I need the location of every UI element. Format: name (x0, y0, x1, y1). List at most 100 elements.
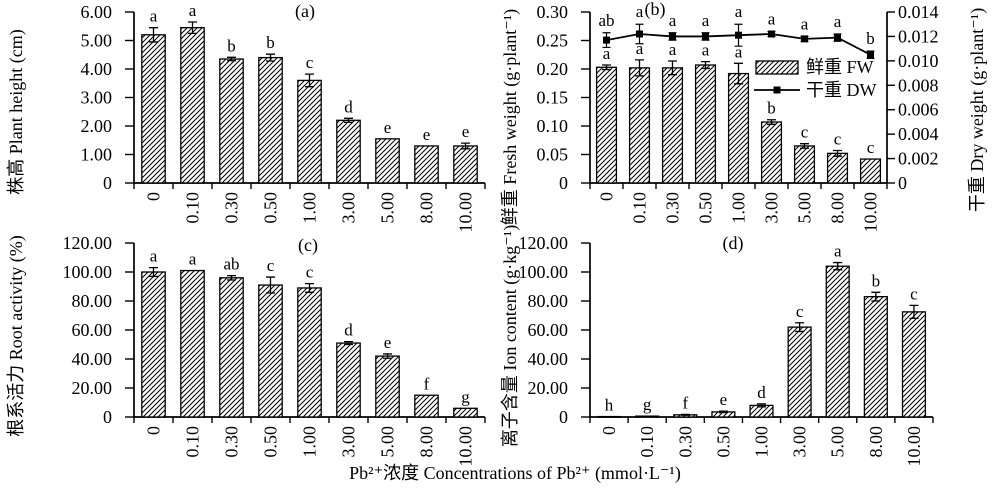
sig-letter: d (344, 97, 353, 116)
sig-letter: e (384, 118, 392, 137)
y-tick-label: 0 (103, 407, 112, 427)
sig-letter: e (423, 125, 431, 144)
sig-letter: b (227, 36, 236, 55)
error-bar (871, 291, 881, 302)
y-axis-label: 鲜重 Fresh weight (g·plant⁻¹) (500, 9, 521, 225)
bar (297, 287, 322, 418)
bar (219, 58, 244, 184)
sig-letter: a (189, 1, 197, 20)
bar (141, 271, 166, 418)
bar (694, 64, 717, 184)
bar (661, 67, 684, 184)
panel-c: 0 20.00 40.00 60.00 80.00 100.00 120.00 0 0.10 0.… (6, 233, 486, 467)
panel-b: 0 0.05 0.10 0.15 0.20 0.25 0.30 0 0.002 0.004 0.00… (500, 0, 988, 233)
sig-letter: a (189, 250, 197, 269)
x-tick-label: 1.00 (300, 192, 320, 224)
y-tick-label: 0.10 (537, 116, 569, 136)
line-marker (636, 30, 643, 38)
x-tick-label: 3.00 (762, 192, 782, 224)
panel-label: (b) (645, 0, 666, 20)
y-tick-label: 40.00 (72, 349, 113, 369)
x-tick-label: 0.10 (630, 192, 650, 224)
x-tick-label: 8.00 (417, 426, 437, 458)
legend-marker (773, 86, 781, 94)
line-marker (735, 31, 742, 39)
y-tick-label-right: 0.008 (898, 75, 939, 95)
right-y-axis-label: 干重 Dry weight (g·plant⁻¹) (967, 8, 988, 212)
error-bar (734, 62, 743, 85)
sig-letter: a (735, 42, 743, 61)
sig-letter: e (720, 390, 728, 409)
x-tick-label: 10.00 (904, 426, 924, 467)
bar (414, 145, 439, 184)
y-tick-label: 120.00 (519, 233, 569, 253)
legend: 鲜重 FW 干重 DW (754, 57, 877, 100)
error-bar (188, 21, 197, 35)
bar (375, 355, 400, 418)
x-tick-label: 0 (144, 426, 164, 435)
sig-letter: c (910, 284, 918, 303)
line-marker (669, 32, 676, 40)
error-bar (635, 59, 644, 77)
x-tick-label: 8.00 (417, 192, 437, 224)
y-tick-label: 3.00 (81, 88, 113, 108)
x-tick-label: 5.00 (828, 426, 848, 458)
bar (628, 67, 651, 184)
y-tick-label: 0.30 (537, 2, 569, 22)
line-marker (801, 35, 808, 43)
panel-d: 0 20.00 40.00 60.00 80.00 100.00 120.00 0 0.10 0.… (500, 225, 934, 467)
bar (336, 342, 361, 418)
sig-letter: e (462, 122, 470, 141)
error-bar (680, 413, 690, 416)
error-bar (909, 304, 919, 320)
y-tick-label-right: 0.004 (898, 124, 939, 144)
line-marker (768, 30, 775, 38)
y-tick-label-right: 0.012 (898, 26, 939, 46)
x-tick-label: 10.00 (861, 192, 881, 233)
bar (596, 415, 622, 418)
sig-letter: c (267, 256, 275, 275)
y-tick-label: 0.25 (537, 31, 569, 51)
y-tick-label: 120.00 (63, 233, 113, 253)
y-tick-label: 60.00 (528, 320, 569, 340)
line-marker (603, 36, 610, 44)
sig-letter: c (867, 138, 875, 157)
x-tick-label: 1.00 (752, 426, 772, 458)
sig-letter: c (306, 263, 314, 282)
sig-letter: a (669, 11, 677, 30)
x-axis-label: Pb²⁺浓度 Concentrations of Pb²⁺ (mmol·L⁻¹) (349, 463, 681, 483)
bar (414, 394, 439, 418)
line-marker (867, 51, 874, 59)
line-marker (702, 32, 709, 40)
error-bar (800, 143, 809, 149)
bar (595, 66, 618, 184)
x-tick-label: 3.00 (339, 192, 359, 224)
y-axis-label: 离子含量 Ion content (g·kg⁻¹) (500, 225, 521, 447)
y-tick-label: 5.00 (81, 31, 113, 51)
y-tick-label: 0 (559, 173, 568, 193)
x-tick-label: 5.00 (378, 192, 398, 224)
sig-letter: c (306, 53, 314, 72)
bar (336, 119, 361, 184)
sig-letter: b (266, 33, 275, 52)
error-bar (767, 119, 776, 125)
error-bar (795, 322, 805, 333)
bar (453, 145, 478, 184)
sig-letter: a (702, 41, 710, 60)
sig-letter: a (669, 40, 677, 59)
bar (787, 326, 812, 418)
x-tick-label: 0.50 (261, 426, 281, 458)
error-bar (461, 142, 470, 150)
sig-letter: a (636, 2, 644, 21)
sig-letter: b (872, 271, 881, 290)
y-tick-label: 0.05 (537, 145, 569, 165)
x-tick-label: 0 (144, 192, 164, 201)
x-tick-label: 0.10 (183, 426, 203, 458)
error-bar (266, 53, 275, 62)
y-tick-label: 60.00 (72, 320, 113, 340)
sig-letter: a (150, 247, 158, 266)
bar (793, 145, 816, 184)
bar (258, 284, 283, 418)
